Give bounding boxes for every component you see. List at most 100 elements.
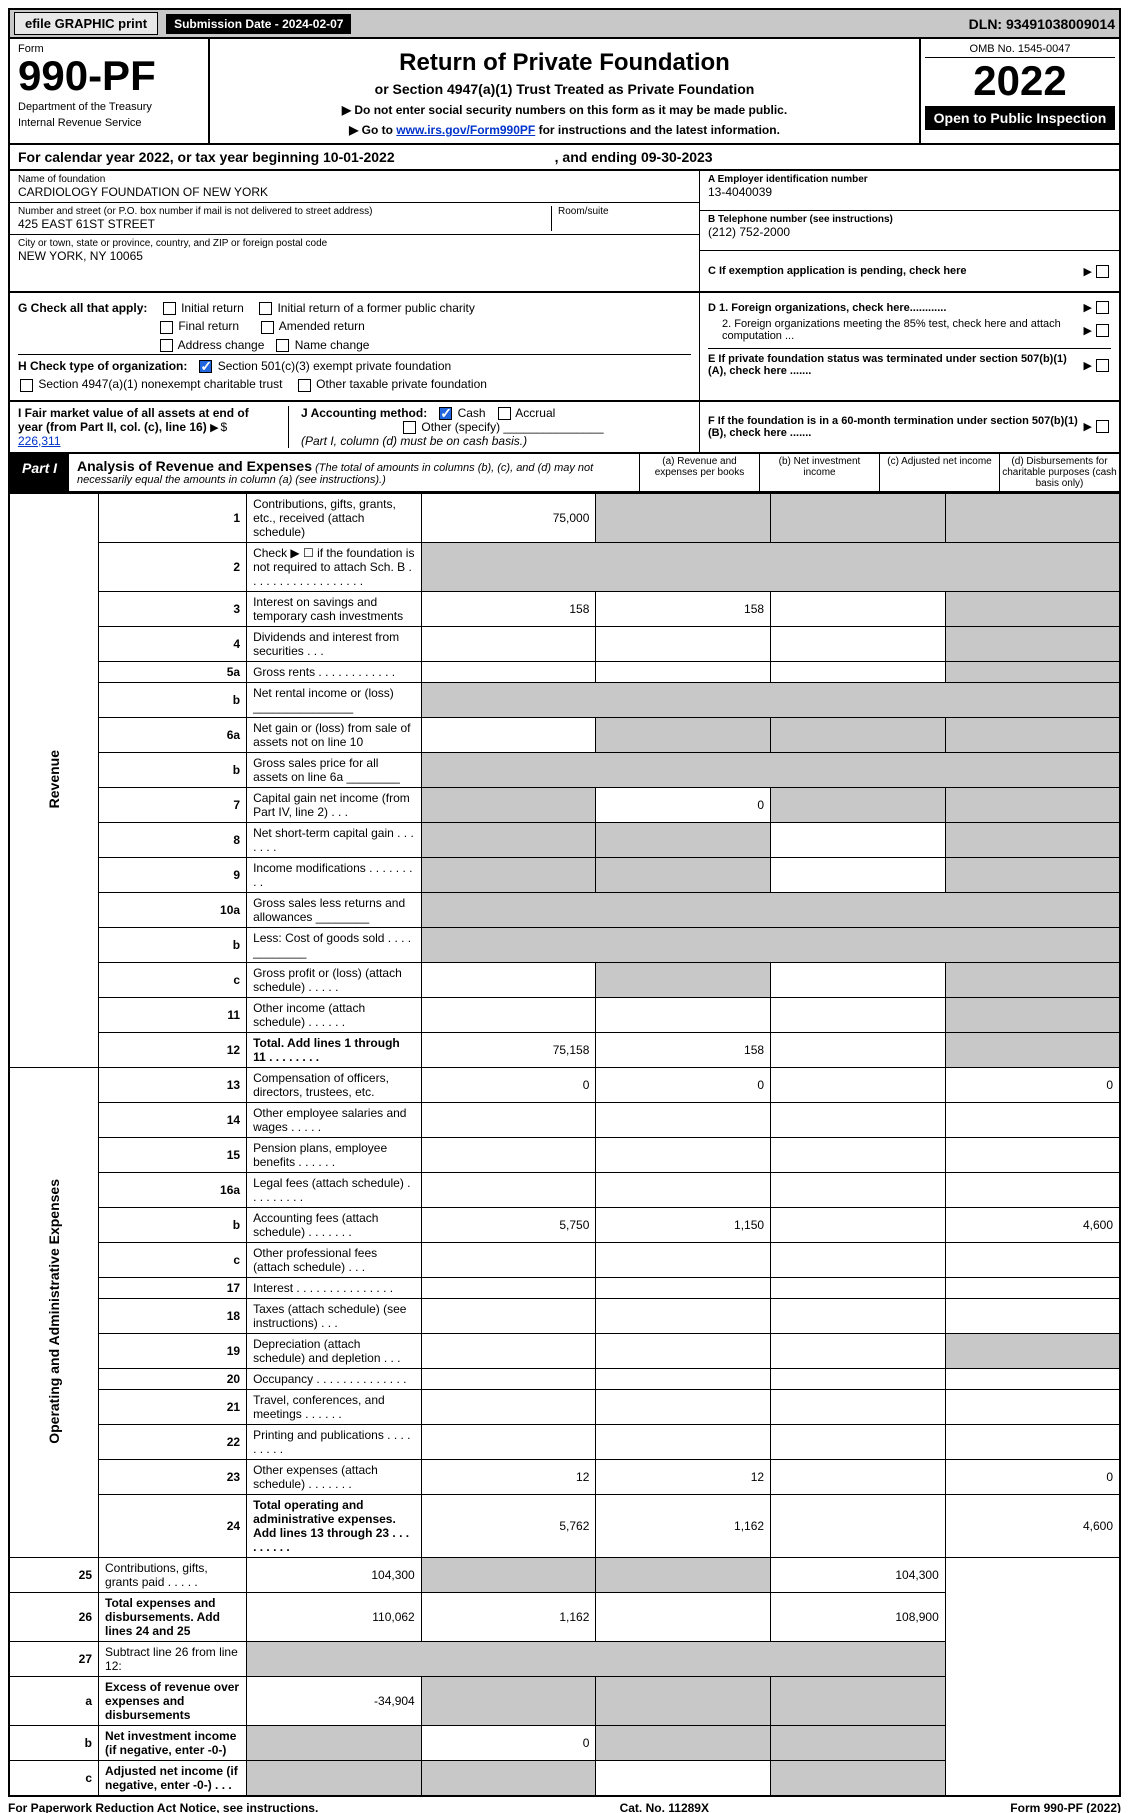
part1-table: Revenue1Contributions, gifts, grants, et… (8, 493, 1121, 1797)
blank-cells (421, 683, 1120, 718)
g-label: G Check all that apply: (18, 301, 147, 315)
g-row-3: Address change Name change (18, 336, 691, 354)
value-cell (421, 1558, 596, 1593)
irs: Internal Revenue Service (18, 117, 200, 129)
blank-cells (421, 753, 1120, 788)
value-cell: 12 (596, 1460, 771, 1495)
value-cell (771, 858, 946, 893)
line-number: b (99, 1208, 247, 1243)
value-cell (945, 1334, 1120, 1369)
value-cell (771, 1138, 946, 1173)
value-cell (771, 1761, 946, 1797)
h-row-2: Section 4947(a)(1) nonexempt charitable … (18, 375, 691, 393)
value-cell (596, 1425, 771, 1460)
table-row: 22Printing and publications . . . . . . … (9, 1425, 1120, 1460)
value-cell (596, 627, 771, 662)
value-cell (945, 1173, 1120, 1208)
value-cell (596, 1138, 771, 1173)
h-label: H Check type of organization: (18, 359, 187, 373)
value-cell (596, 1369, 771, 1390)
value-cell (945, 592, 1120, 627)
value-cell (945, 823, 1120, 858)
table-row: 17Interest . . . . . . . . . . . . . . . (9, 1278, 1120, 1299)
j-note: (Part I, column (d) must be on cash basi… (301, 434, 527, 448)
g-name-checkbox[interactable] (276, 339, 289, 352)
value-cell: 4,600 (945, 1495, 1120, 1558)
part1-header: Part I Analysis of Revenue and Expenses … (8, 454, 1121, 493)
g-final-checkbox[interactable] (160, 321, 173, 334)
line-number: c (9, 1761, 99, 1797)
g-left: G Check all that apply: Initial return I… (10, 293, 699, 400)
table-row: 19Depreciation (attach schedule) and dep… (9, 1334, 1120, 1369)
g-opt-5: Name change (295, 338, 370, 352)
table-row: cOther professional fees (attach schedul… (9, 1243, 1120, 1278)
value-cell: -34,904 (247, 1677, 422, 1726)
h-other-checkbox[interactable] (298, 379, 311, 392)
table-row: 16aLegal fees (attach schedule) . . . . … (9, 1173, 1120, 1208)
line-number: 13 (99, 1068, 247, 1103)
j-cash-checkbox[interactable] (439, 407, 452, 420)
j-other-checkbox[interactable] (403, 421, 416, 434)
value-cell: 0 (945, 1460, 1120, 1495)
ij-left: I Fair market value of all assets at end… (10, 402, 699, 453)
city-label: City or town, state or province, country… (18, 238, 691, 249)
table-row: 3Interest on savings and temporary cash … (9, 592, 1120, 627)
address: 425 EAST 61ST STREET (18, 217, 551, 231)
d1-checkbox[interactable] (1096, 301, 1109, 314)
paperwork-notice: For Paperwork Reduction Act Notice, see … (8, 1801, 318, 1813)
g-initial-former-checkbox[interactable] (259, 302, 272, 315)
e-checkbox[interactable] (1096, 359, 1109, 372)
line-description: Accounting fees (attach schedule) . . . … (247, 1208, 422, 1243)
efile-print-button[interactable]: efile GRAPHIC print (14, 12, 158, 35)
table-row: 4Dividends and interest from securities … (9, 627, 1120, 662)
line-number: 21 (99, 1390, 247, 1425)
value-cell (421, 1677, 596, 1726)
h-opt-1: Section 4947(a)(1) nonexempt charitable … (38, 377, 282, 391)
table-row: 15Pension plans, employee benefits . . .… (9, 1138, 1120, 1173)
line-description: Net investment income (if negative, ente… (99, 1726, 247, 1761)
col-c-header: (c) Adjusted net income (879, 454, 999, 491)
g-initial-checkbox[interactable] (163, 302, 176, 315)
value-cell (771, 494, 946, 543)
table-row: 7Capital gain net income (from Part IV, … (9, 788, 1120, 823)
g-opt-3: Amended return (279, 319, 365, 333)
fmv-link[interactable]: 226,311 (18, 434, 61, 448)
part1-label: Part I (10, 454, 69, 491)
g-address-checkbox[interactable] (160, 339, 173, 352)
line-description: Taxes (attach schedule) (see instruction… (247, 1299, 422, 1334)
value-cell (421, 662, 596, 683)
form990pf-link[interactable]: www.irs.gov/Form990PF (396, 123, 535, 137)
value-cell (596, 1761, 771, 1797)
h-row: H Check type of organization: Section 50… (18, 354, 691, 375)
d2-checkbox[interactable] (1096, 324, 1109, 337)
line-number: c (99, 963, 247, 998)
h-4947-checkbox[interactable] (20, 379, 33, 392)
line-description: Compensation of officers, directors, tru… (247, 1068, 422, 1103)
f-checkbox[interactable] (1096, 420, 1109, 433)
h-501c3-checkbox[interactable] (199, 360, 212, 373)
value-cell (945, 1103, 1120, 1138)
value-cell (421, 1103, 596, 1138)
value-cell: 5,762 (421, 1495, 596, 1558)
table-row: 14Other employee salaries and wages . . … (9, 1103, 1120, 1138)
cal-begin: For calendar year 2022, or tax year begi… (18, 149, 395, 165)
line-description: Adjusted net income (if negative, enter … (99, 1761, 247, 1797)
arrow-icon (1084, 359, 1094, 372)
i-block: I Fair market value of all assets at end… (18, 406, 268, 449)
c-cell: C If exemption application is pending, c… (700, 251, 1119, 291)
table-row: 25Contributions, gifts, grants paid . . … (9, 1558, 1120, 1593)
line-description: Total. Add lines 1 through 11 . . . . . … (247, 1033, 422, 1068)
value-cell (596, 823, 771, 858)
c-checkbox[interactable] (1096, 265, 1109, 278)
value-cell (421, 1369, 596, 1390)
value-cell (596, 718, 771, 753)
value-cell (771, 662, 946, 683)
j-accrual-checkbox[interactable] (498, 407, 511, 420)
footer: For Paperwork Reduction Act Notice, see … (8, 1797, 1121, 1813)
value-cell (596, 494, 771, 543)
value-cell (596, 1390, 771, 1425)
value-cell (771, 823, 946, 858)
value-cell: 1,162 (596, 1495, 771, 1558)
col-a-header: (a) Revenue and expenses per books (639, 454, 759, 491)
g-amended-checkbox[interactable] (261, 321, 274, 334)
